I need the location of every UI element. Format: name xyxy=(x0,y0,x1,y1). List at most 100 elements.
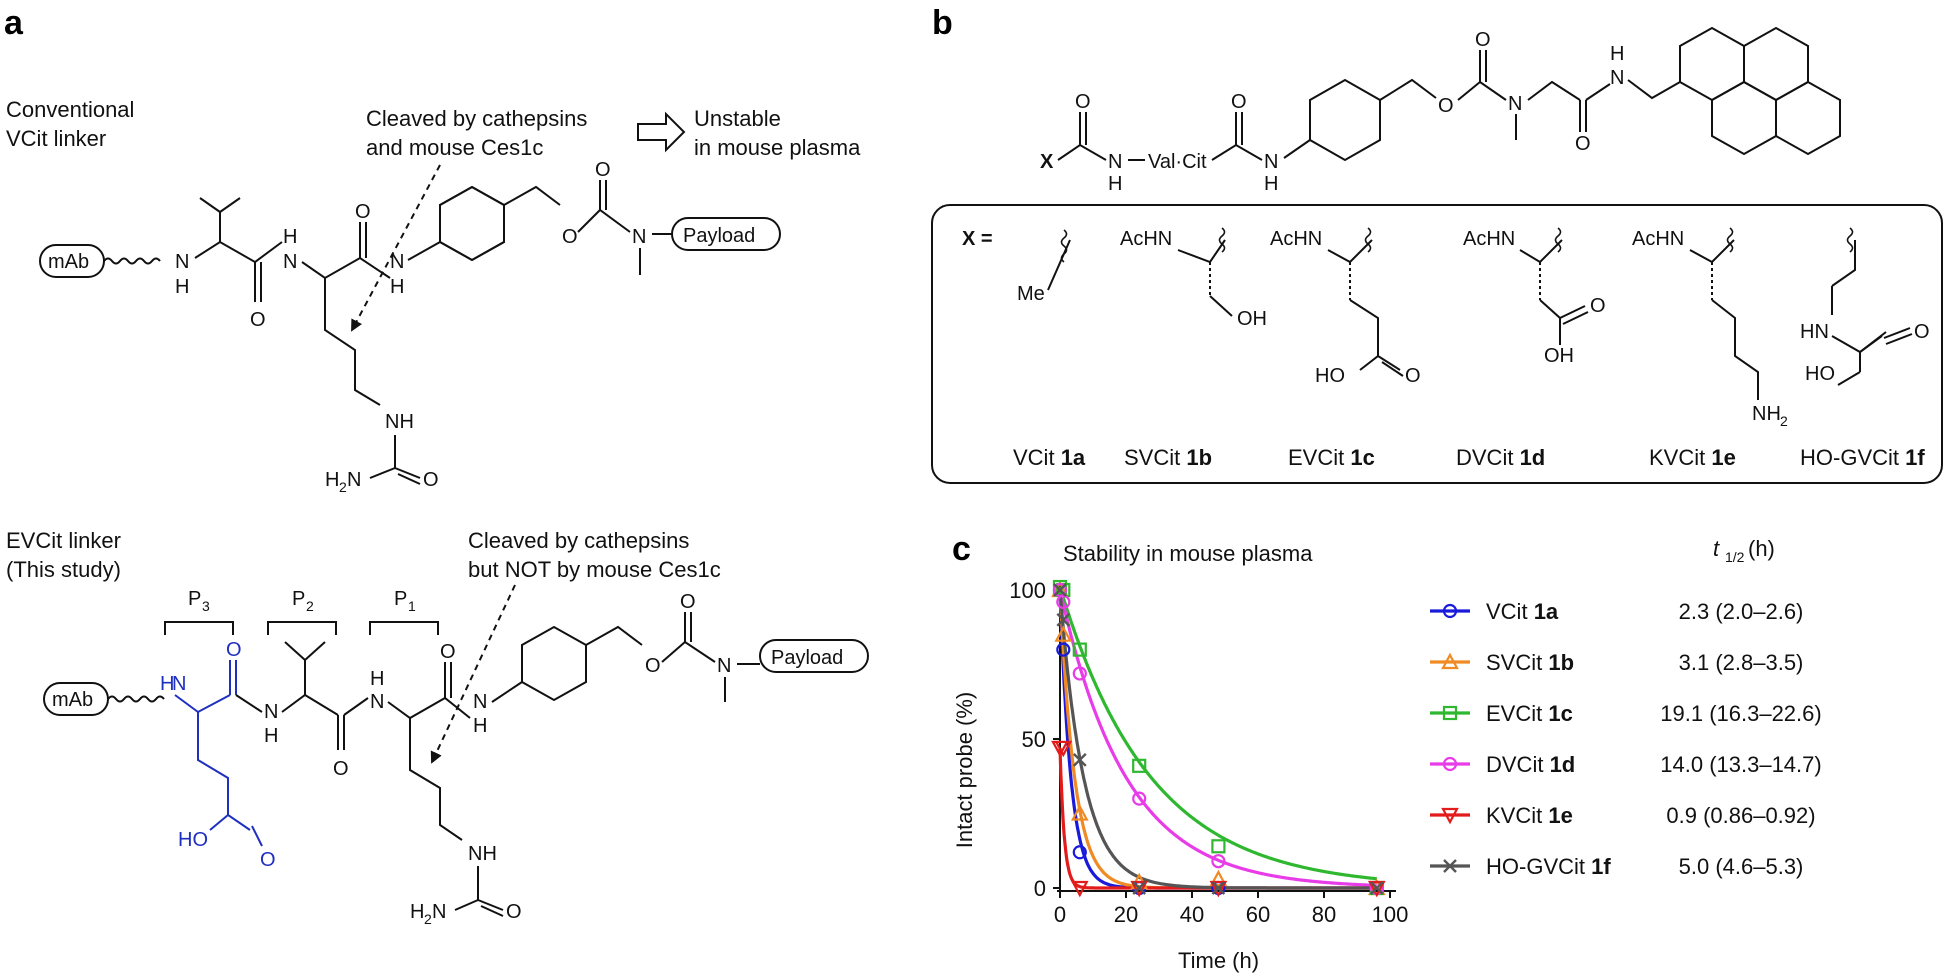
point-1 xyxy=(1054,625,1073,642)
point-3 xyxy=(1132,791,1147,806)
compound-label-1e: KVCit 1e xyxy=(1649,445,1736,470)
atom-h2n-n: N xyxy=(432,901,446,923)
atom-o: O xyxy=(1438,95,1454,117)
achn-label-1d: AcHN xyxy=(1463,228,1515,250)
legend-label-1b: SVCit 1b xyxy=(1486,650,1574,675)
point-1 xyxy=(1070,804,1089,821)
payload-box-bottom xyxy=(759,639,869,673)
atom-o: O xyxy=(595,159,611,181)
point-2 xyxy=(1132,758,1147,773)
legend-label-1c: EVCit 1c xyxy=(1486,701,1573,726)
point-4 xyxy=(1070,880,1089,898)
wavy-bond-top xyxy=(103,257,161,265)
benzene-ring-bottom xyxy=(521,625,587,702)
legend-label-1d: DVCit 1d xyxy=(1486,752,1575,777)
atom-h: H xyxy=(1610,43,1624,65)
oh-label-1b: OH xyxy=(1237,308,1267,330)
atom-h: H xyxy=(1108,173,1122,195)
atom-o: O xyxy=(1575,133,1591,155)
x-label: X xyxy=(1040,151,1054,173)
nh2-label-1e: NH xyxy=(1752,403,1781,425)
legend-marker-1c xyxy=(1442,705,1458,721)
t-half-value-1a: 2.3 (2.0–2.6) xyxy=(1679,599,1804,624)
panel-label-c: c xyxy=(952,530,971,568)
t-half-header-sub: 1/2 xyxy=(1725,549,1745,565)
atom-h: H xyxy=(160,673,174,695)
p1-label: P xyxy=(394,588,407,610)
point-3 xyxy=(1056,594,1071,610)
panel-a-conventional: Conventional VCit linker Cleaved by cath… xyxy=(6,97,861,495)
atom-n: N xyxy=(632,226,646,248)
legend-label-1a: VCit 1a xyxy=(1486,599,1559,624)
point-0 xyxy=(1072,845,1087,860)
atom-n: N xyxy=(172,673,186,695)
val-cit-label: Val·Cit xyxy=(1148,151,1207,173)
point-5 xyxy=(1369,881,1384,895)
point-3 xyxy=(1072,666,1087,681)
point-4 xyxy=(1054,740,1073,758)
x-tick-label: 40 xyxy=(1180,902,1204,927)
chart-legend: t 1/2 (h) VCit 1a 2.3 (2.0–2.6) SVCit 1b 3.… xyxy=(1430,536,1822,879)
point-5 xyxy=(1132,881,1147,895)
panel-label-b: b xyxy=(932,4,953,42)
atom-h: H xyxy=(370,668,384,690)
chart-curves xyxy=(1058,586,1377,890)
cleave-top-label: Cleaved by cathepsins xyxy=(366,106,587,131)
atom-h2n: H xyxy=(325,469,339,491)
point-1 xyxy=(1209,869,1228,887)
atom-h: H xyxy=(473,715,487,737)
point-2 xyxy=(1211,839,1226,854)
point-2 xyxy=(1072,642,1087,657)
legend-marker-1f xyxy=(1443,859,1457,873)
atom-h2n: H xyxy=(410,901,424,923)
evcit-label: EVCit linker xyxy=(6,528,121,553)
compound-label-1c: EVCit 1c xyxy=(1288,445,1375,470)
atom-n: N xyxy=(473,691,487,713)
pyrene-icon xyxy=(1679,26,1841,156)
unstable-label-2: in mouse plasma xyxy=(694,135,861,160)
cleave-top-label-2: and mouse Ces1c xyxy=(366,135,543,160)
x-tick-label: 0 xyxy=(1054,902,1066,927)
chart-title: Stability in mouse plasma xyxy=(1063,541,1313,566)
atom-o: O xyxy=(506,901,522,923)
panel-b-substituents: X = Me AcHN OH AcHN HO O AcHN O OH AcHN … xyxy=(931,204,1943,484)
mab-label-top: mAb xyxy=(48,251,89,273)
t-half-header: t xyxy=(1713,536,1720,561)
atom-nh: NH xyxy=(385,411,414,433)
atom-n: N xyxy=(1108,151,1122,173)
t-half-value-1e: 0.9 (0.86–0.92) xyxy=(1666,803,1815,828)
compound-label-1b: SVCit 1b xyxy=(1124,445,1212,470)
compound-label-1d: DVCit 1d xyxy=(1456,445,1545,470)
atom-h2n-sub: 2 xyxy=(339,479,347,495)
compound-labels: VCit 1a SVCit 1b EVCit 1c DVCit 1d KVCit 1e H… xyxy=(1013,445,1925,470)
atom-n: N xyxy=(370,691,384,713)
y-tick-label: 100 xyxy=(1009,578,1046,603)
hn-label-1f: HN xyxy=(1800,321,1829,343)
atom-h: H xyxy=(1264,173,1278,195)
ho-label-1f: HO xyxy=(1805,363,1835,385)
point-4 xyxy=(1130,880,1149,898)
legend-marker-1d xyxy=(1442,756,1458,772)
p2-label: P xyxy=(292,588,305,610)
point-4 xyxy=(1367,880,1386,898)
evcit-label-2: (This study) xyxy=(6,557,121,582)
y-axis-label: Intact probe (%) xyxy=(952,692,977,849)
atom-h: H xyxy=(283,226,297,248)
panel-label-a: a xyxy=(4,4,24,42)
atom-h2n-n: N xyxy=(347,469,361,491)
legend-marker-1e xyxy=(1441,807,1459,825)
unstable-label: Unstable xyxy=(694,106,781,131)
curve-2 xyxy=(1058,586,1377,881)
cleave-bottom-label-2: but NOT by mouse Ces1c xyxy=(468,557,721,582)
x-tick-label: 80 xyxy=(1312,902,1336,927)
t-half-value-1f: 5.0 (4.6–5.3) xyxy=(1679,854,1804,879)
atom-n: N xyxy=(175,251,189,273)
t-half-header-unit: (h) xyxy=(1748,536,1775,561)
achn-label-1b: AcHN xyxy=(1120,228,1172,250)
atom-o: O xyxy=(1231,91,1247,113)
legend-label-1e: KVCit 1e xyxy=(1486,803,1573,828)
atom-n: N xyxy=(283,251,297,273)
substituent-box xyxy=(931,204,1943,484)
t-half-value-1c: 19.1 (16.3–22.6) xyxy=(1660,701,1821,726)
